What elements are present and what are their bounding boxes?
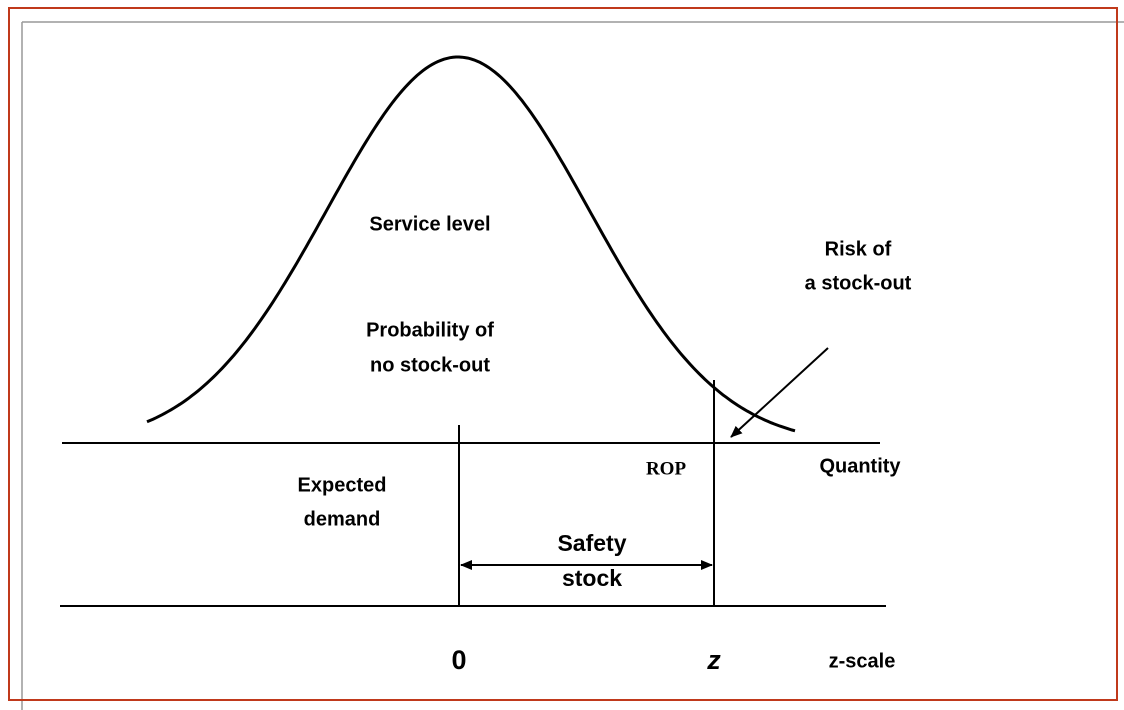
label: Safety [557,530,626,556]
normal-curve [146,55,796,433]
label: Probability of [366,319,494,341]
risk-arrow [730,347,829,438]
label: z-scale [829,650,896,672]
label: a stock-out [805,272,912,294]
frame [8,7,1118,701]
label: z [706,645,721,675]
label: Quantity [819,455,901,477]
label: Service level [369,213,490,235]
label: demand [304,508,381,530]
label: 0 [451,645,466,675]
label: Expected [298,474,387,496]
label: no stock-out [370,354,490,376]
label: stock [562,565,622,591]
label: ROP [646,458,687,479]
label: Risk of [825,238,892,260]
